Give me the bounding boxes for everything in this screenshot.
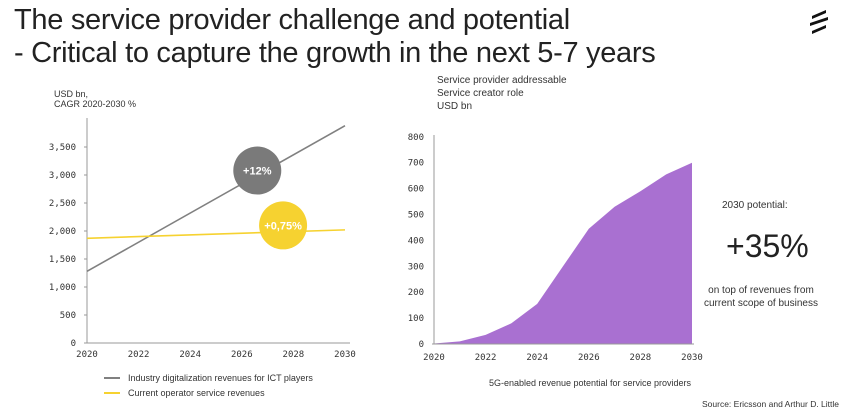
potential-desc-2: current scope of business — [704, 298, 818, 309]
source-note: Source: Ericsson and Arthur D. Little — [702, 399, 840, 409]
cagr-badge — [259, 201, 308, 250]
y-tick-label: 300 — [408, 262, 424, 272]
right-unit-line-1: Service provider addressable — [437, 75, 567, 86]
potential-desc-1: on top of revenues from — [708, 285, 814, 296]
x-tick-label: 2024 — [179, 350, 201, 360]
y-tick-label: 700 — [408, 159, 424, 169]
left-cagr-line: CAGR 2020-2030 % — [54, 99, 137, 109]
x-tick-label: 2024 — [526, 353, 548, 363]
y-tick-label: 1,000 — [49, 283, 76, 293]
x-tick-label: 2022 — [475, 353, 497, 363]
potential-description: on top of revenues from current scope of… — [704, 284, 818, 310]
y-tick-label: 3,500 — [49, 143, 76, 153]
area-series — [434, 162, 692, 344]
left-unit-label: USD bn, CAGR 2020-2030 % — [54, 89, 136, 109]
potential-value: +35% — [726, 228, 809, 264]
y-tick-label: 800 — [408, 133, 424, 143]
x-tick-label: 2028 — [630, 353, 652, 363]
x-tick-label: 2026 — [578, 353, 600, 363]
y-tick-label: 0 — [419, 340, 424, 350]
cagr-badge — [233, 146, 282, 195]
title-line-2: - Critical to capture the growth in the … — [14, 37, 656, 69]
y-tick-label: 400 — [408, 236, 424, 246]
y-tick-label: 1,500 — [49, 255, 76, 265]
legend-label: Current operator service revenues — [128, 388, 265, 398]
y-tick-label: 0 — [71, 339, 76, 349]
x-tick-label: 2030 — [681, 353, 703, 363]
x-tick-label: 2022 — [128, 350, 150, 360]
x-axis-label: 5G-enabled revenue potential for service… — [489, 378, 692, 388]
y-tick-label: 600 — [408, 185, 424, 195]
left-unit-line: USD bn, — [54, 89, 89, 99]
cagr-badge-label: +0,75% — [264, 220, 302, 232]
y-tick-label: 500 — [408, 211, 424, 221]
right-unit-label: Service provider addressable Service cre… — [437, 74, 567, 113]
legend-label: Industry digitalization revenues for ICT… — [128, 373, 313, 383]
y-tick-label: 3,000 — [49, 171, 76, 181]
x-tick-label: 2028 — [283, 350, 305, 360]
series-line — [86, 125, 346, 273]
cagr-badge-label: +12% — [243, 166, 272, 178]
right-unit-line-3: USD bn — [437, 101, 473, 112]
potential-label: 2030 potential: — [722, 200, 788, 211]
x-tick-label: 2020 — [76, 350, 98, 360]
x-tick-label: 2026 — [231, 350, 253, 360]
x-tick-label: 2030 — [334, 350, 356, 360]
right-unit-line-2: Service creator role — [437, 88, 524, 99]
x-tick-label: 2020 — [423, 353, 445, 363]
ericsson-logo — [810, 10, 828, 34]
title-line-1: The service provider challenge and poten… — [14, 4, 570, 36]
y-tick-label: 100 — [408, 314, 424, 324]
page-title: The service provider challenge and poten… — [14, 4, 656, 70]
y-tick-label: 2,000 — [49, 227, 76, 237]
y-tick-label: 500 — [60, 311, 76, 321]
y-tick-label: 2,500 — [49, 199, 76, 209]
y-tick-label: 200 — [408, 288, 424, 298]
